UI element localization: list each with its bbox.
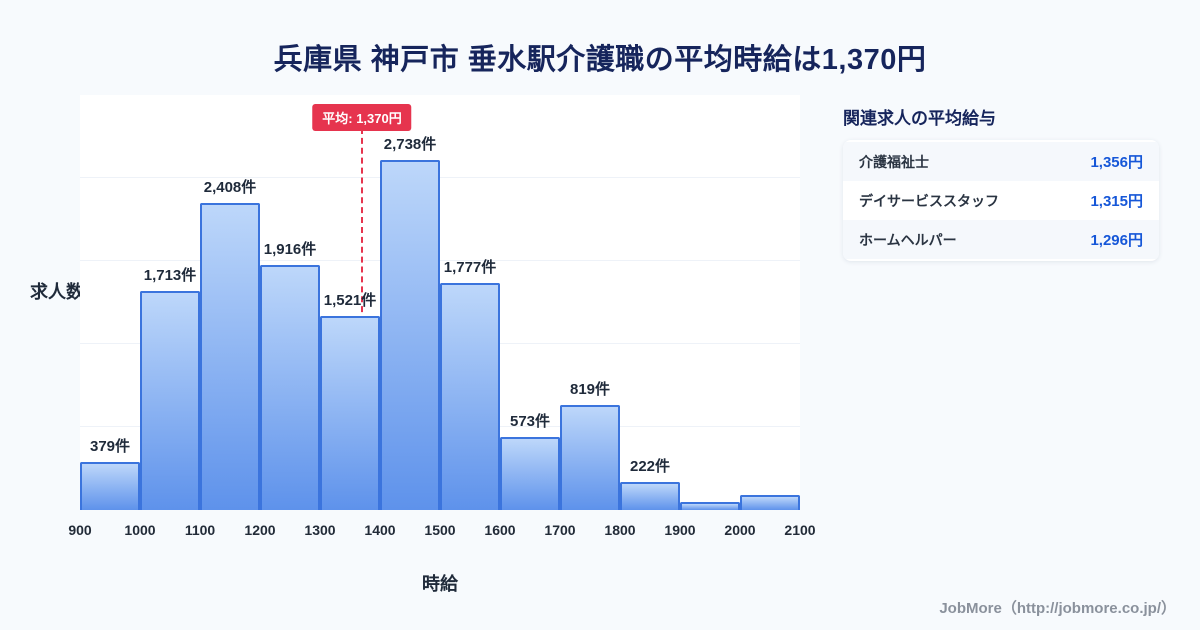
page-title: 兵庫県 神戸市 垂水駅介護職の平均時給は1,370円	[273, 44, 927, 76]
salary-row: デイサービススタッフ 1,315円	[843, 181, 1159, 220]
bar-value-label: 819件	[569, 381, 611, 399]
histogram-bar	[260, 265, 320, 510]
histogram-bar	[380, 160, 440, 510]
salary-card: 介護福祉士 1,356円 デイサービススタッフ 1,315円 ホームヘルパー 1…	[843, 140, 1159, 261]
bar-value-label: 1,521件	[323, 291, 377, 309]
x-tick-label: 1700	[544, 522, 576, 538]
footer-credit: JobMore（http://jobmore.co.jp/）	[939, 600, 1176, 617]
histogram-bar	[200, 202, 260, 510]
x-tick-label: 1100	[184, 522, 216, 538]
salary-label: デイサービススタッフ	[859, 192, 999, 209]
x-tick-label: 900	[68, 522, 92, 538]
x-tick-label: 1600	[484, 522, 516, 538]
x-tick-label: 2100	[784, 522, 816, 538]
salary-row: ホームヘルパー 1,296円	[843, 220, 1159, 259]
x-axis-label: 時給	[422, 574, 458, 594]
bar-value-label: 1,777件	[443, 259, 497, 277]
salary-label: 介護福祉士	[859, 153, 929, 170]
average-badge: 平均: 1,370円	[312, 104, 412, 131]
x-tick-label: 2000	[724, 522, 756, 538]
bar-value-label: 379件	[89, 437, 131, 455]
salary-value: 1,356円	[1090, 154, 1143, 171]
bar-value-label: 2,408件	[203, 178, 257, 196]
salary-value: 1,296円	[1090, 232, 1143, 249]
histogram-bar	[140, 291, 200, 510]
salary-row: 介護福祉士 1,356円	[843, 142, 1159, 181]
histogram-bar	[320, 315, 380, 510]
histogram-bar	[740, 494, 800, 510]
histogram-bar	[80, 461, 140, 510]
x-tick-label: 1200	[244, 522, 276, 538]
histogram-bar	[500, 436, 560, 510]
bar-value-label: 1,713件	[143, 267, 197, 285]
histogram-bar	[680, 502, 740, 510]
x-tick-label: 1800	[604, 522, 636, 538]
histogram-bar	[560, 405, 620, 510]
x-tick-label: 1300	[304, 522, 336, 538]
x-tick-label: 1500	[424, 522, 456, 538]
salary-value: 1,315円	[1090, 193, 1143, 210]
panel-title: 関連求人の平均給与	[843, 109, 996, 128]
x-tick-label: 1900	[664, 522, 696, 538]
bar-value-label: 573件	[509, 412, 551, 430]
y-axis-label: 求人数	[30, 282, 84, 302]
x-tick-label: 1000	[124, 522, 156, 538]
x-axis-ticks: 900 1000 1100 1200 1300 1400 1500 1600 1700 1800 1…	[0, 522, 1200, 544]
bar-value-label: 222件	[629, 457, 671, 475]
histogram-bar	[440, 283, 500, 510]
bar-value-label: 2,738件	[383, 136, 437, 154]
plot-area: 平均: 1,370円 379件 1,713件 2,408件 1,916件 1,521件 2…	[80, 95, 800, 510]
x-tick-label: 1400	[364, 522, 396, 538]
salary-label: ホームヘルパー	[859, 231, 957, 248]
histogram-bar	[620, 481, 680, 510]
bar-value-label: 1,916件	[263, 241, 317, 259]
